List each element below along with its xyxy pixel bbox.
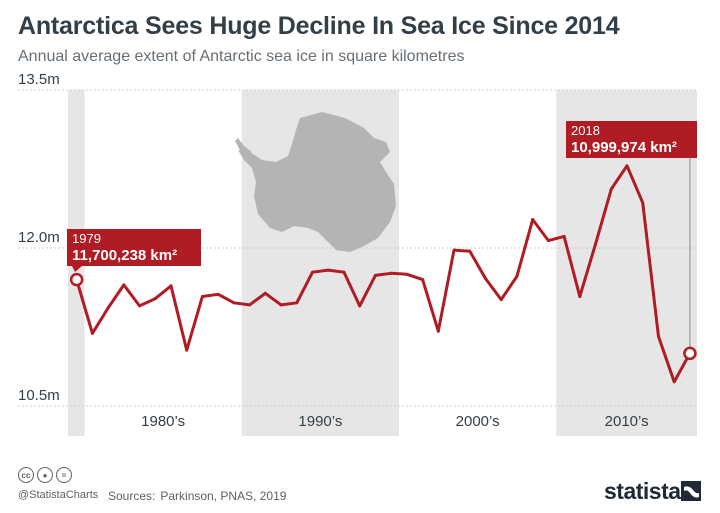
endpoint-marker [683,346,697,361]
decade-label: 1980’s [141,413,185,430]
endpoint-markers [69,272,697,361]
y-axis: 13.5m 12.0m 10.5m [18,71,60,404]
y-tick-label: 10.5m [18,387,60,404]
decade-label: 2000’s [456,413,500,430]
data-point [169,284,173,288]
data-point [342,270,346,274]
data-point [578,294,582,298]
data-point [216,292,220,296]
data-point [248,303,252,307]
social-handle: @StatistaCharts [18,489,99,501]
data-point [609,187,613,191]
series-line [75,164,692,384]
callout-year: 1979 [72,231,101,246]
data-point [295,301,299,305]
decade-label: 2010’s [605,413,649,430]
callout-year: 2018 [571,123,600,138]
data-point [468,249,472,253]
data-point [263,291,267,295]
data-point [373,273,377,277]
data-point [594,242,598,246]
data-point [625,164,629,168]
y-tick-label: 13.5m [18,71,60,88]
callout-value: 11,700,238 km² [72,247,177,264]
data-point [185,348,189,352]
data-points [75,164,692,384]
data-point [421,278,425,282]
y-tick-label: 12.0m [18,229,60,246]
data-point [122,283,126,287]
callout-value: 10,999,974 km² [571,139,677,156]
callout-box [566,121,697,158]
data-point [138,304,142,308]
source-note: Sources: Parkinson, PNAS, 2019 [108,489,291,503]
data-point [672,380,676,384]
data-point [358,304,362,308]
data-point [546,239,550,243]
data-point [531,218,535,222]
data-point [389,271,393,275]
statista-logo-icon [681,481,701,501]
data-point [483,277,487,281]
statista-logo: statista [604,478,681,504]
data-point [311,270,315,274]
data-point [200,294,204,298]
endpoint-marker [69,272,84,287]
data-point [232,301,236,305]
x-axis: 1980’s 1990’s 2000’s 2010’s [141,413,648,430]
by-icon: ● [37,467,53,483]
data-point [326,268,330,272]
data-point [405,272,409,276]
data-point [90,331,94,335]
license-icons: cc ● = [18,467,72,483]
data-point [562,234,566,238]
antarctic-peninsula-icon [235,138,252,158]
data-point [436,329,440,333]
data-point [279,303,283,307]
decade-label: 1990’s [298,413,342,430]
sources-label: Sources: [108,489,156,503]
callout-box [67,229,201,266]
data-point [641,201,645,205]
callout-pointer [72,266,82,272]
data-point [452,248,456,252]
chart-title: Antarctica Sees Huge Decline In Sea Ice … [18,12,620,40]
data-point [499,298,503,302]
sources-text: Parkinson, PNAS, 2019 [160,489,287,503]
data-point [106,306,110,310]
antarctica-map-icon [238,112,396,252]
data-point [515,274,519,278]
data-point [656,334,660,338]
chart-subtitle: Annual average extent of Antarctic sea i… [18,48,465,65]
nd-icon: = [56,467,72,483]
cc-icon: cc [18,467,34,483]
data-point [153,297,157,301]
